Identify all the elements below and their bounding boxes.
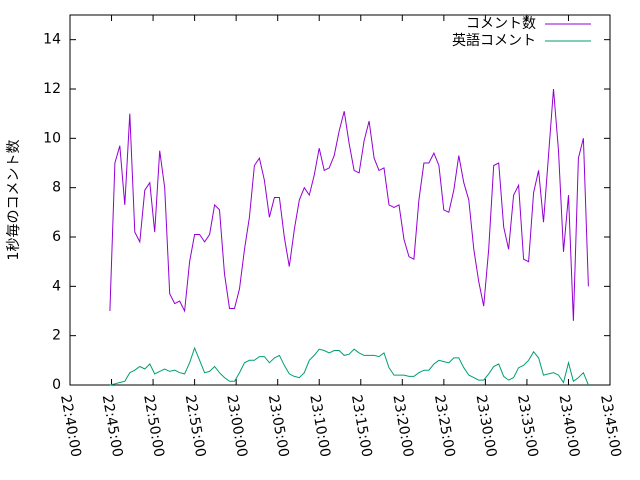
x-tick-label: 23:20:00: [389, 394, 416, 459]
x-tick-label: 23:35:00: [514, 394, 541, 459]
x-tick-label: 23:45:00: [597, 394, 624, 459]
x-tick-label: 22:55:00: [182, 394, 209, 459]
y-tick-label: 0: [52, 377, 61, 393]
series-line: [109, 88, 589, 321]
x-tick-label: 23:30:00: [473, 394, 500, 459]
x-tick-label: 22:50:00: [140, 394, 167, 459]
x-tick-label: 22:40:00: [57, 394, 84, 459]
y-tick-label: 10: [43, 130, 61, 146]
x-tick-label: 23:15:00: [348, 394, 375, 459]
y-tick-label: 8: [52, 180, 61, 196]
y-tick-label: 4: [52, 278, 61, 294]
y-axis-label: 1秒毎のコメント数: [6, 140, 22, 261]
y-tick-label: 12: [43, 81, 61, 97]
x-tick-label: 23:00:00: [223, 394, 250, 459]
x-tick-label: 23:05:00: [265, 394, 292, 459]
y-tick-label: 6: [52, 229, 61, 245]
legend-label: 英語コメント: [452, 32, 536, 49]
x-tick-label: 23:40:00: [556, 394, 583, 459]
x-tick-label: 23:10:00: [306, 394, 333, 459]
x-tick-label: 22:45:00: [99, 394, 126, 459]
legend-label: コメント数: [466, 16, 536, 32]
plot-frame: [69, 14, 611, 386]
series-line: [109, 346, 589, 386]
y-tick-label: 14: [43, 32, 61, 48]
x-tick-label: 23:25:00: [431, 394, 458, 459]
y-tick-label: 2: [52, 328, 61, 344]
